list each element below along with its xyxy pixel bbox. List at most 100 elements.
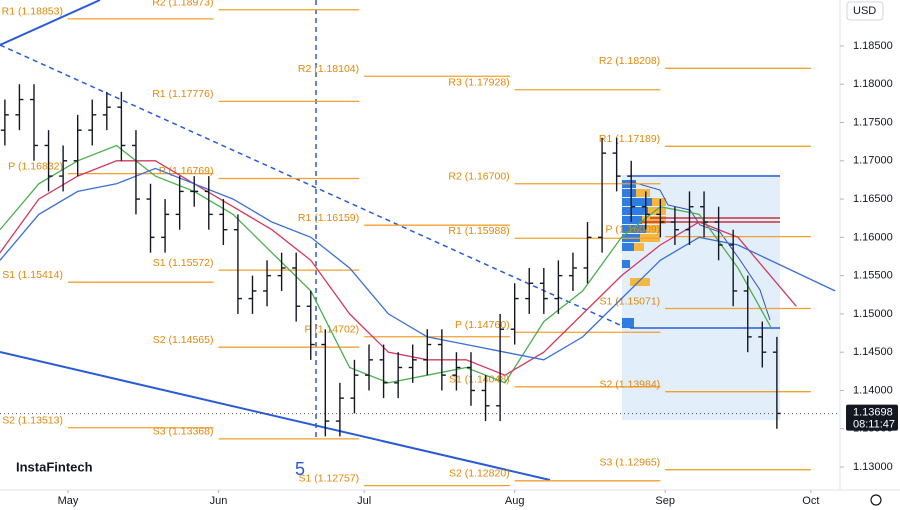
price-bar bbox=[423, 329, 432, 376]
price-bar bbox=[44, 130, 53, 192]
y-tick-label: 1.18000 bbox=[853, 78, 893, 90]
x-tick-label: Oct bbox=[802, 495, 819, 507]
pivot-label: S2 (1.13513) bbox=[2, 415, 63, 427]
price-bar bbox=[73, 114, 82, 177]
plot: R1 (1.18853) P (1.16832) S1 (1.15414) S2 (1… bbox=[0, 0, 836, 487]
y-tick-label: 1.14500 bbox=[853, 346, 893, 358]
price-bar bbox=[510, 283, 519, 345]
y-tick-label: 1.15500 bbox=[853, 270, 893, 282]
price-bar bbox=[233, 214, 242, 314]
currency: USD bbox=[853, 5, 876, 17]
price-bar bbox=[292, 252, 301, 322]
price-bar bbox=[117, 91, 126, 161]
price-bar bbox=[204, 176, 213, 230]
price-bar bbox=[496, 313, 505, 422]
pivot-label: S3 (1.13368) bbox=[153, 426, 214, 438]
price-bar bbox=[743, 275, 752, 353]
pivot-label: S1 (1.15071) bbox=[599, 295, 660, 307]
price-bar bbox=[758, 321, 767, 368]
price-bar bbox=[539, 267, 548, 314]
last-price-label: 1.13698 bbox=[853, 406, 893, 418]
watermark: InstaFintech bbox=[16, 459, 93, 474]
price-bar bbox=[379, 344, 388, 399]
pivot-label: S1 (1.15414) bbox=[2, 269, 63, 281]
pivot-label: S1 (1.14048) bbox=[449, 374, 510, 386]
price-bar bbox=[685, 191, 694, 245]
pivot-label: R1 (1.17189) bbox=[599, 133, 660, 145]
price-bar bbox=[335, 382, 344, 437]
x-tick-label: Jul bbox=[357, 495, 371, 507]
pivot-label: R2 (1.18208) bbox=[599, 55, 660, 67]
pivot-label: S1 (1.12757) bbox=[298, 472, 359, 484]
price-bar bbox=[670, 206, 679, 245]
price-bar bbox=[481, 375, 490, 422]
price-bar bbox=[190, 176, 199, 207]
price-bar bbox=[394, 352, 403, 399]
y-tick-label: 1.18500 bbox=[853, 40, 893, 52]
price-bar bbox=[161, 199, 170, 253]
price-bar bbox=[0, 99, 9, 146]
pivot-label: P (1.14702) bbox=[304, 324, 359, 336]
pivot-label: R3 (1.17928) bbox=[448, 77, 509, 89]
price-bar bbox=[306, 290, 315, 360]
price-bar bbox=[700, 191, 709, 238]
x-tick-label: May bbox=[58, 495, 79, 507]
price-bar bbox=[29, 84, 38, 161]
price-bar bbox=[583, 222, 592, 284]
pivot-label: P (1.16769) bbox=[159, 165, 214, 177]
moving-average bbox=[0, 160, 797, 376]
pivot-label: S3 (1.12965) bbox=[599, 456, 660, 468]
y-tick-label: 1.17000 bbox=[853, 155, 893, 167]
pivot-label: R1 (1.15988) bbox=[448, 225, 509, 237]
pivot-label: R1 (1.16159) bbox=[298, 212, 359, 224]
pivot-label: S2 (1.13984) bbox=[599, 378, 660, 390]
y-tick-label: 1.17500 bbox=[853, 116, 893, 128]
price-bar bbox=[598, 137, 607, 253]
price-bar bbox=[219, 199, 228, 245]
price-bar bbox=[656, 199, 665, 238]
settings-icon[interactable] bbox=[870, 494, 882, 506]
price-bar bbox=[321, 329, 330, 437]
moving-average bbox=[0, 144, 773, 384]
pivot-label: S2 (1.14565) bbox=[153, 334, 214, 346]
pivot-label: S1 (1.15572) bbox=[153, 257, 214, 269]
pivot-label: R1 (1.18853) bbox=[2, 6, 63, 18]
pivot-label: R2 (1.18973) bbox=[152, 0, 213, 9]
x-tick-label: Sep bbox=[655, 495, 675, 507]
pivot-label: R2 (1.18104) bbox=[298, 63, 359, 75]
price-bar bbox=[714, 206, 723, 261]
pivot-label: R2 (1.16700) bbox=[448, 171, 509, 183]
x-tick-label: Jun bbox=[210, 495, 228, 507]
price-bar bbox=[612, 137, 621, 192]
y-tick-label: 1.13000 bbox=[853, 461, 893, 473]
price-bar bbox=[263, 260, 272, 307]
price-bar bbox=[525, 267, 534, 314]
price-bar bbox=[568, 252, 577, 291]
x-tick-label: Aug bbox=[505, 495, 525, 507]
price-bar bbox=[15, 84, 24, 131]
price-bar bbox=[131, 130, 140, 215]
price-bar bbox=[729, 229, 738, 307]
price-bar bbox=[102, 91, 111, 131]
wave-label: 5 bbox=[295, 459, 305, 479]
price-bar bbox=[627, 160, 636, 223]
price-bar bbox=[59, 145, 68, 192]
price-bar bbox=[641, 191, 650, 230]
pivot-label: P (1.14760) bbox=[455, 319, 510, 331]
y-tick-label: 1.14000 bbox=[853, 384, 893, 396]
price-bar bbox=[466, 352, 475, 406]
price-bar bbox=[437, 329, 446, 391]
moving-average bbox=[0, 167, 836, 361]
pivot-label: P (1.16832) bbox=[8, 160, 63, 172]
price-bar bbox=[146, 183, 155, 253]
price-bar bbox=[248, 275, 257, 314]
pivot-label: S2 (1.12820) bbox=[449, 468, 510, 480]
price-bar bbox=[365, 344, 374, 391]
price-bar bbox=[175, 176, 184, 230]
price-bar bbox=[88, 99, 97, 146]
last-price-box bbox=[846, 404, 898, 431]
pivot-label: P (1.16009) bbox=[606, 223, 661, 235]
price-bar bbox=[277, 252, 286, 291]
y-tick-label: 1.15000 bbox=[853, 308, 893, 320]
